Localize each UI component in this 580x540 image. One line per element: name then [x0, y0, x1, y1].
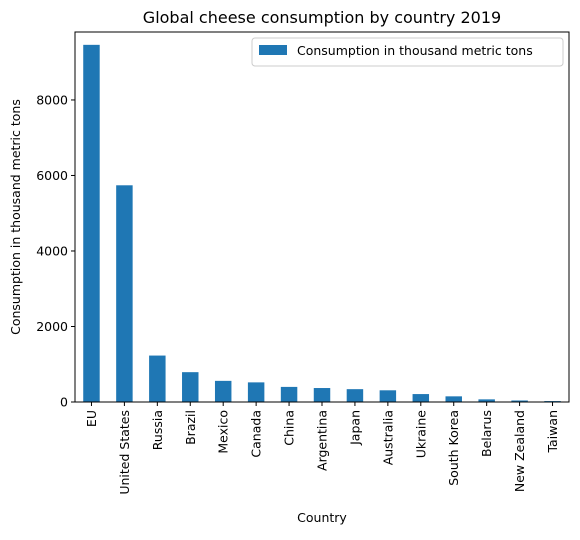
bar-eu	[83, 44, 100, 403]
legend: Consumption in thousand metric tons	[251, 37, 564, 67]
x-tick-label: Australia	[380, 410, 395, 465]
bar-australia	[379, 390, 397, 402]
bar-belarus	[478, 399, 495, 402]
x-tick-label: Russia	[150, 410, 165, 450]
x-tick-label: Mexico	[216, 410, 231, 454]
x-tick-label: South Korea	[446, 410, 461, 486]
y-tick-label: 8000	[36, 92, 68, 107]
x-tick-label: China	[282, 410, 297, 446]
bar-ukraine	[412, 394, 430, 402]
bar-mexico	[214, 380, 232, 402]
y-tick-label: 2000	[36, 319, 68, 334]
bars-layer	[83, 44, 561, 403]
x-tick-label: New Zealand	[512, 410, 527, 492]
x-tick-label: EU	[84, 410, 99, 427]
x-tick-label: Belarus	[479, 410, 494, 457]
x-tick-label: Japan	[347, 410, 362, 446]
x-axis-label: Country	[297, 510, 347, 525]
bar-china	[280, 386, 298, 402]
y-axis: 0 2000 4000 6000 8000	[36, 92, 75, 410]
x-tick-label: Ukraine	[413, 410, 428, 459]
x-axis: EU United States Russia Brazil Mexico Canada C…	[84, 402, 560, 495]
chart-title: Global cheese consumption by country 201…	[143, 8, 501, 27]
y-tick-label: 6000	[36, 168, 68, 183]
x-tick-label: Argentina	[315, 410, 330, 471]
x-tick-label: Brazil	[183, 410, 198, 445]
y-tick-label: 4000	[36, 243, 68, 258]
bar-russia	[149, 355, 166, 402]
x-tick-label: United States	[117, 410, 132, 495]
bar-canada	[247, 382, 265, 402]
bar-south-korea	[445, 396, 462, 402]
legend-label: Consumption in thousand metric tons	[297, 43, 533, 58]
bar-united-states	[116, 185, 133, 402]
x-tick-label: Taiwan	[545, 410, 560, 454]
legend-box	[251, 37, 564, 67]
bar-new-zealand	[511, 400, 528, 402]
y-tick-label: 0	[60, 395, 68, 410]
bar-argentina	[313, 388, 331, 402]
x-tick-label: Canada	[249, 410, 264, 458]
plot-frame	[74, 31, 570, 403]
y-axis-label: Consumption in thousand metric tons	[8, 99, 23, 335]
bar-japan	[346, 389, 364, 402]
bar-brazil	[182, 372, 199, 402]
legend-swatch	[259, 45, 287, 55]
